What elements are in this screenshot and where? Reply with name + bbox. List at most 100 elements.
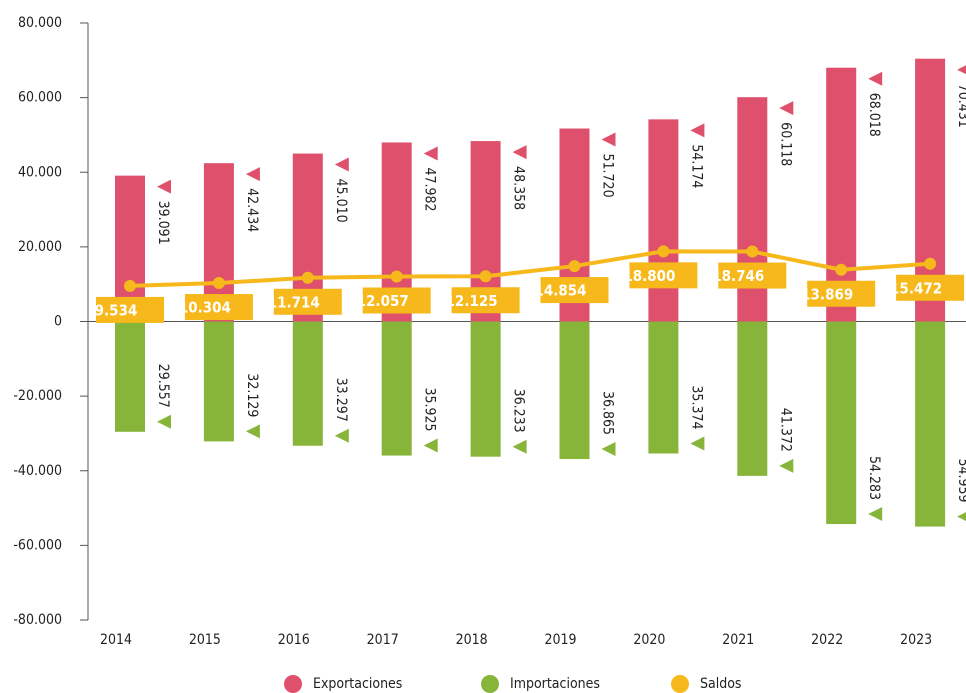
value-label: 18.746	[712, 267, 764, 285]
point	[212, 277, 225, 290]
bar	[648, 321, 679, 454]
point	[924, 257, 937, 270]
x-tick-label: 2023	[900, 632, 932, 648]
x-tick-label: 2016	[278, 632, 310, 648]
value-box	[896, 274, 965, 301]
value-label: 11.714	[268, 293, 320, 311]
value-box	[718, 262, 787, 289]
value-marker	[245, 424, 260, 439]
bar	[737, 321, 768, 476]
value-label: 42.434	[244, 188, 260, 232]
value-label: 12.057	[357, 292, 409, 310]
bar	[559, 321, 590, 460]
value-marker	[868, 507, 883, 522]
point	[390, 270, 403, 283]
bar	[470, 321, 501, 457]
value-marker	[334, 157, 349, 172]
bar	[915, 321, 946, 527]
value-marker	[245, 167, 260, 182]
value-label: 32.129	[244, 373, 260, 417]
value-marker	[334, 428, 349, 443]
point	[301, 271, 314, 284]
value-marker	[957, 512, 966, 522]
x-tick-label: 2014	[100, 632, 132, 648]
value-label: 36.865	[600, 391, 616, 435]
value-label: 12.125	[446, 292, 498, 310]
value-label: 60.118	[777, 122, 793, 166]
point	[479, 270, 492, 283]
value-label: 36.233	[511, 389, 527, 433]
x-tick-label: 2015	[189, 632, 221, 648]
bar	[203, 321, 234, 442]
value-label: 54.283	[866, 456, 882, 500]
bar	[826, 67, 857, 322]
value-label: 41.372	[777, 408, 793, 452]
y-tick-label: 0	[54, 314, 62, 330]
value-label: 47.982	[422, 167, 438, 211]
value-label: 15.472	[890, 279, 942, 297]
point	[657, 245, 670, 258]
legend-label: Importaciones	[510, 676, 600, 692]
value-box	[273, 288, 342, 315]
value-label: 35.925	[422, 387, 438, 431]
y-tick-label: -80.000	[13, 612, 62, 628]
line	[129, 249, 931, 288]
value-marker	[957, 65, 966, 75]
value-label: 51.720	[600, 154, 616, 198]
value-label: 35.374	[688, 385, 704, 429]
x-tick-label: 2021	[722, 632, 754, 648]
bar	[648, 119, 679, 322]
point	[568, 260, 581, 273]
value-label: 45.010	[333, 179, 349, 223]
value-label: 9.534	[95, 301, 138, 319]
value-label: 70.431	[955, 84, 966, 128]
point	[835, 263, 848, 276]
x-tick-label: 2019	[544, 632, 576, 648]
bar	[826, 321, 857, 525]
value-label: 54.174	[688, 144, 704, 188]
value-marker	[423, 438, 438, 453]
y-tick-label: -40.000	[13, 463, 62, 479]
value-marker	[779, 458, 794, 473]
y-tick-label: -20.000	[13, 388, 62, 404]
value-marker	[601, 132, 616, 147]
bar	[381, 321, 412, 456]
legend-label: Exportaciones	[313, 676, 402, 692]
x-tick-label: 2020	[633, 632, 665, 648]
value-box	[184, 294, 253, 321]
legend-marker	[284, 675, 302, 693]
value-label: 14.854	[534, 282, 586, 300]
point	[124, 279, 136, 292]
value-label: 10.304	[179, 299, 231, 317]
value-label: 18.800	[623, 267, 675, 285]
bar	[115, 321, 145, 432]
y-tick-label: 40.000	[18, 164, 62, 180]
y-tick-label: 80.000	[18, 15, 62, 31]
value-box	[807, 280, 876, 307]
x-tick-label: 2017	[367, 632, 399, 648]
value-box	[96, 296, 164, 323]
value-marker	[868, 71, 883, 86]
value-box	[362, 287, 431, 314]
legend-label: Saldos	[700, 676, 741, 692]
value-box	[540, 277, 609, 304]
value-marker	[690, 436, 705, 451]
y-tick-label: 20.000	[18, 239, 62, 255]
value-marker	[779, 101, 794, 116]
value-marker	[157, 414, 171, 429]
value-label: 54.959	[955, 459, 966, 503]
value-label: 48.358	[511, 166, 527, 210]
value-label: 13.869	[801, 285, 853, 303]
value-marker	[423, 146, 438, 161]
y-tick-label: -60.000	[13, 537, 62, 553]
value-marker	[601, 442, 616, 457]
point	[746, 245, 759, 258]
value-box	[451, 287, 520, 314]
value-label: 33.297	[333, 378, 349, 422]
value-marker	[690, 123, 705, 138]
y-tick-label: 60.000	[18, 90, 62, 106]
bar	[292, 321, 323, 446]
value-label: 29.557	[155, 364, 171, 408]
legend-marker	[481, 675, 499, 693]
